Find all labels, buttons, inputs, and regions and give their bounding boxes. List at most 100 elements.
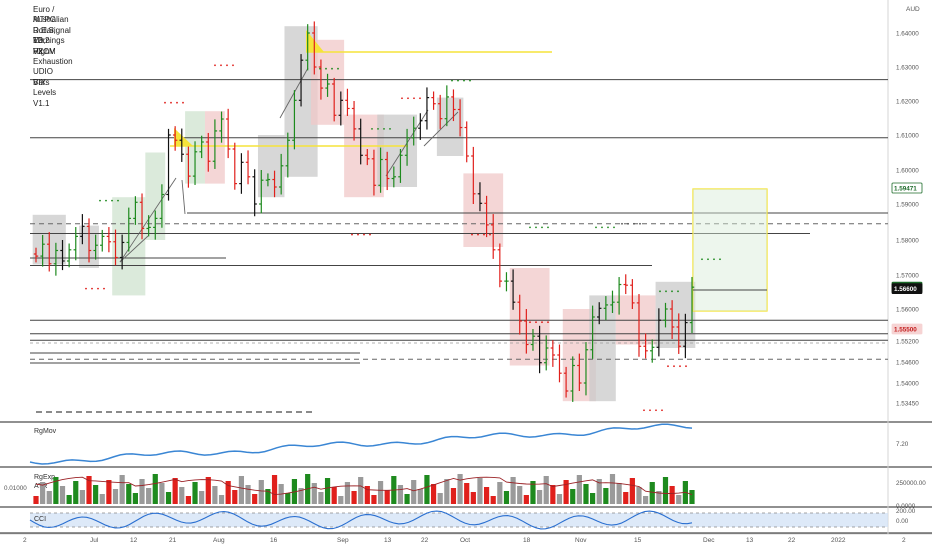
volume-bar [477, 478, 483, 504]
signal-dot [547, 226, 549, 229]
signal-dot [677, 290, 679, 293]
volume-bar [636, 487, 642, 504]
signal-dot [701, 258, 703, 261]
signal-dot [419, 97, 421, 100]
volume-bar [112, 489, 119, 504]
time-tick-label: 2 [23, 537, 27, 544]
signal-dot [319, 67, 321, 70]
volume-bar [676, 495, 682, 504]
volume-bar [358, 477, 364, 504]
time-tick-label: Nov [575, 537, 587, 544]
signal-dot [601, 226, 603, 229]
volume-bar [623, 492, 629, 504]
signal-dot [719, 258, 721, 261]
volume-bar [46, 491, 52, 504]
volume-bar [550, 485, 556, 504]
rgmov-line [29, 423, 693, 465]
time-tick-label: Aug [213, 537, 225, 544]
signal-dot [389, 127, 391, 130]
signal-dot [337, 67, 339, 70]
volume-bar [185, 496, 192, 504]
signal-dot [111, 199, 113, 202]
volume-bar [66, 495, 72, 504]
indicator-label[interactable]: Exhaustion [33, 57, 73, 66]
volume-bar [192, 482, 198, 504]
indicator-label[interactable]: MTPC [33, 15, 56, 25]
volume-bar [146, 488, 152, 504]
pane-left-label: 0.01000 [4, 485, 27, 492]
currency-label: AUD [906, 6, 920, 13]
signal-zone [509, 268, 550, 366]
signal-dot [529, 226, 531, 229]
signal-dot [535, 321, 537, 324]
signal-zone [655, 281, 696, 348]
price-label: 1.59471 [894, 185, 917, 192]
volume-bar [331, 487, 337, 504]
volume-bar [490, 496, 496, 504]
price-tick-label: 1.62000 [896, 99, 919, 106]
price-tick-label: 1.64000 [896, 31, 919, 38]
signal-dot [685, 365, 687, 368]
signal-dot [226, 64, 228, 67]
price-tick-label: 1.58000 [896, 238, 919, 245]
time-tick-label: 16 [270, 537, 278, 544]
signal-zone [589, 295, 616, 402]
signal-dot [117, 199, 119, 202]
signal-dot [383, 127, 385, 130]
volume-bar [99, 494, 105, 504]
signal-dot [613, 226, 615, 229]
volume-bar [609, 474, 616, 504]
volume-bar [93, 485, 99, 504]
volume-bar [126, 484, 132, 504]
indicator-label[interactable]: R.E.Signal V3.2 [33, 25, 71, 46]
symbol-title[interactable]: Euro / Australian Dollar, 1D, FXCM [33, 5, 69, 56]
signal-zone [377, 114, 418, 187]
indicator-label[interactable]: UDIO Bars [33, 67, 53, 87]
volume-bar [437, 493, 443, 504]
signal-dot [413, 97, 415, 100]
signal-dot [214, 64, 216, 67]
signal-dot [671, 290, 673, 293]
volume-bar [324, 478, 331, 504]
time-tick-label: 13 [384, 537, 392, 544]
signal-dot [105, 199, 107, 202]
volume-bar [179, 487, 185, 504]
price-tick-label: 1.60000 [896, 168, 919, 175]
volume-bar [576, 475, 582, 504]
indicator-label[interactable]: Earnings V2 [33, 36, 65, 56]
volume-bar [232, 490, 238, 504]
indicator-label[interactable]: HighV [33, 46, 55, 56]
volume-bar [656, 491, 662, 504]
pane-title: RgMov [34, 428, 57, 435]
volume-bar [344, 482, 351, 504]
volume-bar [596, 479, 602, 504]
volume-bar [377, 481, 384, 504]
price-label-box [891, 323, 923, 335]
target-box-fill [693, 189, 767, 311]
signal-dot [85, 287, 87, 290]
volume-bar [252, 494, 258, 504]
signal-dot [621, 222, 623, 225]
volume-bar [616, 483, 622, 504]
signal-dot [176, 101, 178, 104]
signal-dot [667, 365, 669, 368]
signal-dot [220, 64, 222, 67]
time-tick-label: 13 [746, 537, 754, 544]
time-tick-label: Dec [703, 537, 715, 544]
volume-bar [212, 486, 218, 504]
volume-bar [258, 480, 264, 504]
volume-bar [351, 491, 357, 504]
volume-bar [298, 488, 304, 504]
indicator-label[interactable]: VIX Levels V1.1 [33, 77, 57, 108]
volume-tick-label: 250000.00 [896, 480, 926, 487]
signal-dot [673, 365, 675, 368]
volume-bar [517, 486, 523, 504]
time-tick-label: 22 [421, 537, 429, 544]
volume-bar [543, 476, 549, 504]
volume-bar [503, 491, 510, 504]
volume-bar [384, 490, 390, 504]
volume-bar [669, 486, 675, 504]
signal-zone [436, 97, 464, 156]
